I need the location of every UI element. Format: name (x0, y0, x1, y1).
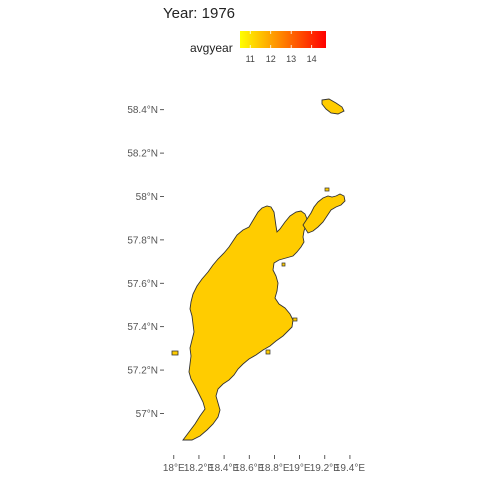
map-region-north-islet (321, 98, 345, 115)
x-tick-label: 19°E (289, 463, 311, 474)
legend-tick-label: 14 (307, 54, 317, 64)
legend-tick-label: 13 (286, 54, 296, 64)
chart-title: Year: 1976 (163, 5, 235, 22)
x-tick-label: 18°E (163, 463, 185, 474)
map-region-main-island (182, 205, 308, 441)
y-tick-label: 58.4°N (127, 105, 158, 116)
x-tick-label: 18.6°E (234, 463, 264, 474)
map-region-islet-2 (281, 262, 286, 267)
x-tick-label: 18.8°E (259, 463, 289, 474)
map-region-islet-1 (265, 349, 271, 355)
legend-tick-label: 11 (246, 54, 255, 64)
legend-label: avgyear (190, 41, 233, 55)
x-tick-label: 19.4°E (335, 463, 365, 474)
map-region-northeast (302, 193, 346, 234)
x-tick-label: 18.4°E (209, 463, 239, 474)
y-axis: 57°N 57.2°N 57.4°N 57.6°N 57.8°N 58°N 58.2°N 58… (127, 105, 164, 420)
legend: avgyear 11 12 13 14 (190, 31, 326, 64)
x-tick-label: 19.2°E (310, 463, 340, 474)
legend-ticks: 11 12 13 14 (246, 31, 317, 64)
y-tick-label: 57.4°N (127, 322, 158, 333)
legend-colorbar (240, 31, 326, 48)
legend-tick-label: 12 (266, 54, 276, 64)
y-tick-label: 57.8°N (127, 235, 158, 246)
map-region-islet-4 (324, 187, 330, 192)
map-regions (171, 98, 346, 441)
x-axis: 18°E 18.2°E18.4°E18.6°E18.8°E 19°E 19.2°E19… (163, 455, 365, 474)
y-tick-label: 57°N (136, 409, 158, 420)
y-tick-label: 57.2°N (127, 366, 158, 377)
y-tick-label: 58.2°N (127, 149, 158, 160)
y-tick-label: 58°N (136, 192, 158, 203)
x-tick-label: 18.2°E (184, 463, 214, 474)
y-tick-label: 57.6°N (127, 279, 158, 290)
map-region-west-islet (171, 350, 179, 356)
map-region-islet-3 (292, 317, 298, 322)
